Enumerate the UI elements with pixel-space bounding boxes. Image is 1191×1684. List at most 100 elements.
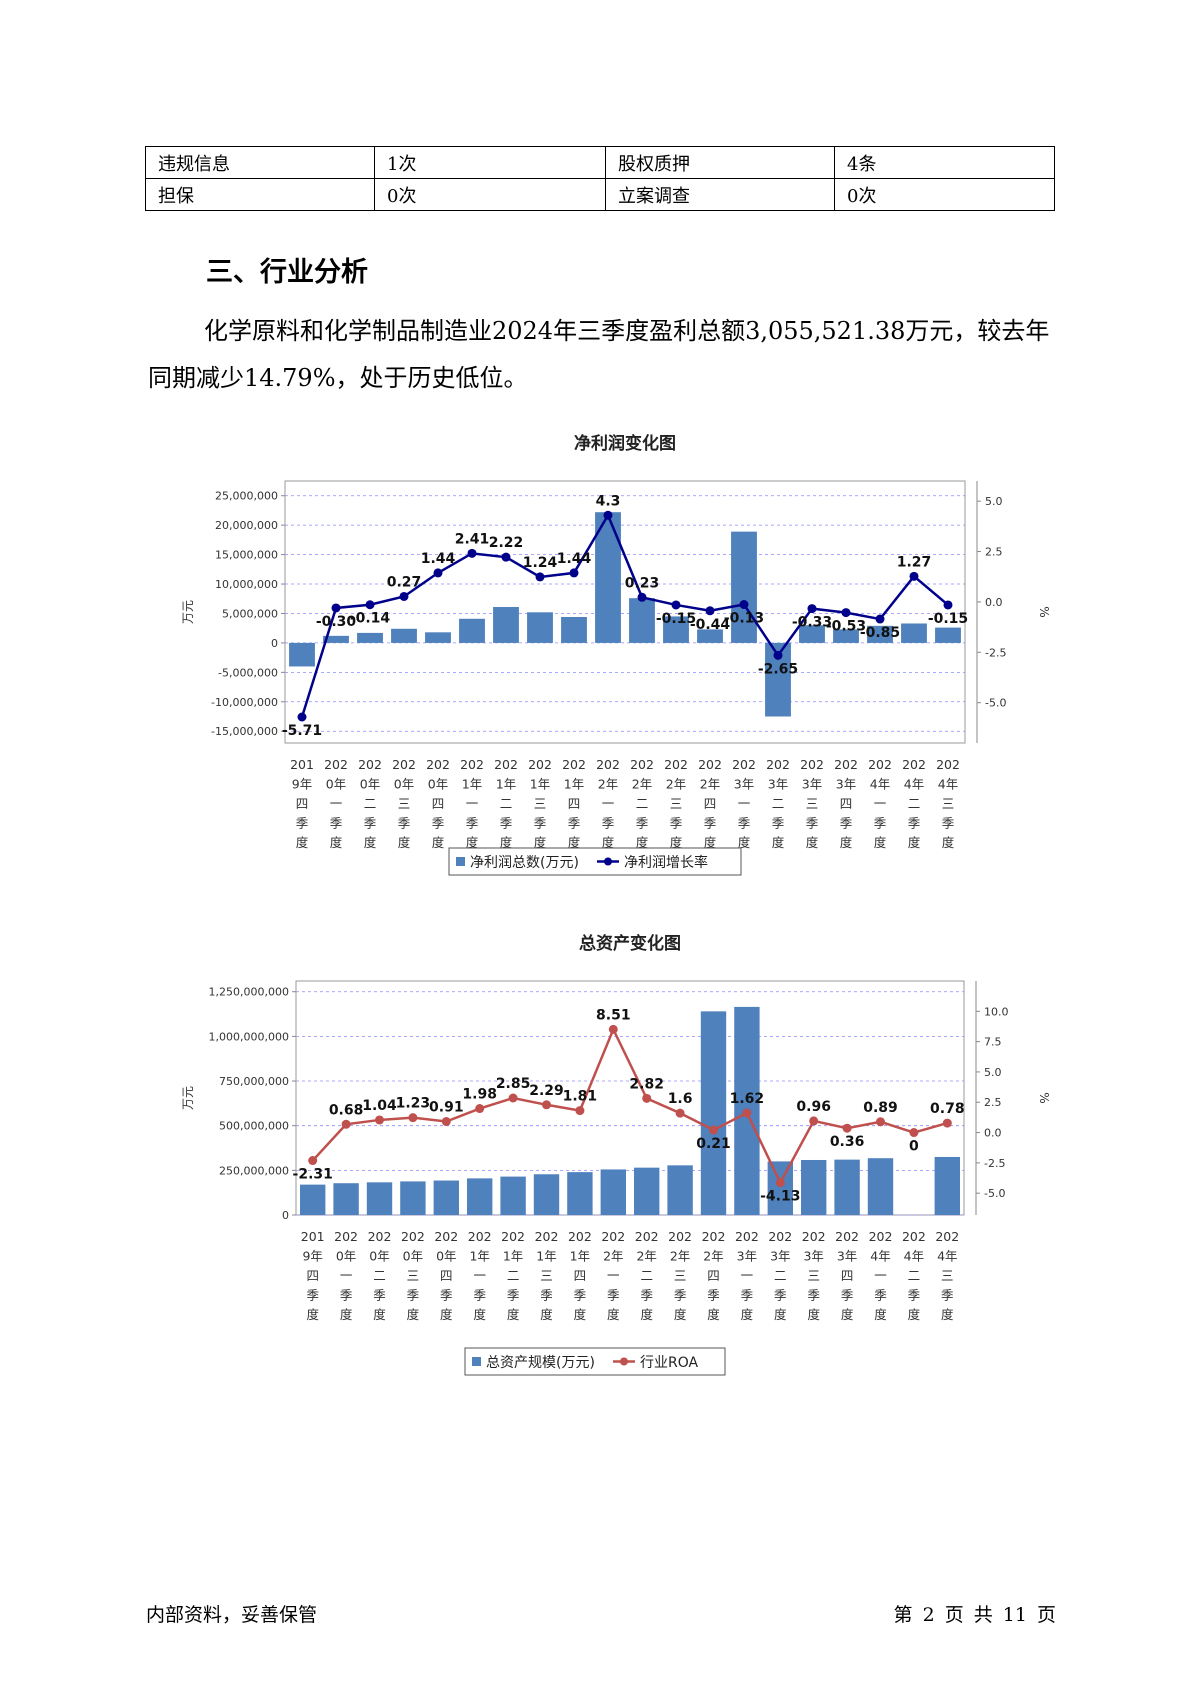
y-tick-label: 10,000,000: [215, 578, 278, 591]
y2-tick-label: 7.5: [984, 1036, 1002, 1049]
table-cell: 股权质押: [605, 146, 835, 179]
bar: [901, 623, 927, 643]
y2-tick-label: 5.0: [984, 1066, 1002, 1079]
line-point: [341, 1119, 351, 1129]
data-label: 2.22: [489, 535, 524, 551]
line-point: [508, 1093, 518, 1103]
line-point: [501, 552, 511, 562]
analysis-text: 化学原料和化学制品制造业2024年三季度盈利总额3,055,521.38万元，较…: [148, 317, 1050, 392]
footer-page-number: 第 2 页 共 11 页: [893, 1604, 1056, 1626]
x-tick-label: 202 0年二季度: [368, 1229, 392, 1322]
bar: [731, 531, 757, 643]
y2-axis-label: %: [1037, 1092, 1051, 1103]
y-tick-label: 500,000,000: [219, 1120, 289, 1133]
line-point: [909, 1128, 919, 1138]
bar: [663, 616, 689, 643]
y2-tick-label: 10.0: [984, 1005, 1009, 1018]
x-tick-label: 202 0年二季度: [358, 757, 382, 850]
line-point: [775, 1178, 785, 1188]
x-tick-label: 202 4年三季度: [936, 757, 960, 850]
data-label: -0.85: [860, 625, 900, 641]
line-point: [739, 600, 749, 610]
x-tick-label: 202 2年三季度: [664, 757, 688, 850]
data-label: 2.41: [455, 531, 490, 547]
data-label: 0.21: [696, 1136, 731, 1152]
x-tick-label: 202 1年三季度: [528, 757, 552, 850]
line-point: [709, 1125, 718, 1135]
y-tick-label: 0: [271, 637, 278, 650]
x-tick-label: 202 0年一季度: [334, 1229, 358, 1322]
x-tick-label: 202 2年一季度: [596, 757, 620, 850]
data-label: 2.82: [629, 1076, 664, 1092]
y2-tick-label: -2.5: [985, 646, 1006, 659]
x-tick-label: 202 2年四季度: [702, 1229, 726, 1322]
line-point: [441, 1117, 451, 1127]
x-tick-label: 202 3年四季度: [834, 757, 858, 850]
plot-area: [284, 480, 966, 744]
line-point: [569, 568, 579, 578]
x-tick-label: 202 1年二季度: [494, 757, 518, 850]
x-tick-label: 202 3年二季度: [766, 757, 790, 850]
bar: [867, 1158, 894, 1215]
x-tick-label: 202 3年三季度: [802, 1229, 826, 1322]
table-cell: 违规信息: [145, 146, 375, 179]
line-series: [311, 1026, 948, 1186]
chart-title: 总资产变化图: [579, 933, 681, 954]
x-tick-label: 202 4年一季度: [868, 757, 892, 850]
table-cell: 立案调查: [605, 178, 835, 211]
y2-tick-label: -5.0: [984, 1187, 1005, 1200]
x-tick-label: 202 2年二季度: [635, 1229, 659, 1322]
data-label: 0: [909, 1139, 919, 1155]
y2-tick-label: 2.5: [985, 546, 1003, 559]
data-label: 1.62: [730, 1091, 765, 1107]
y-axis-label: 万元: [181, 600, 195, 624]
bar: [629, 598, 655, 643]
legend-line-marker: [620, 1357, 628, 1366]
data-label: -0.30: [316, 614, 357, 630]
line-point: [535, 572, 545, 582]
bar: [459, 618, 485, 643]
table-row: 违规信息 1次 股权质押 4条: [145, 146, 1055, 179]
x-tick-label: 202 3年三季度: [800, 757, 824, 850]
legend-bar-swatch: [456, 857, 465, 866]
bar: [767, 1161, 793, 1215]
table-cell: 担保: [145, 178, 375, 211]
line-point: [467, 548, 477, 558]
chart-title: 净利润变化图: [574, 433, 676, 454]
bar: [400, 1181, 426, 1215]
x-tick-label: 202 0年三季度: [392, 757, 416, 850]
table-cell: 0次: [834, 178, 1055, 211]
data-label: -2.65: [758, 661, 798, 677]
data-label: 2.85: [496, 1076, 531, 1092]
data-label: -0.53: [826, 619, 866, 635]
bar: [366, 1182, 393, 1215]
total-assets-chart: 总资产变化图 1,250,000,000 1,000,000,000 750,000,…: [0, 925, 1191, 1395]
bar: [567, 1172, 593, 1215]
legend-line-label: 净利润增长率: [624, 854, 708, 871]
x-tick-label: 202 3年一季度: [735, 1229, 759, 1322]
bar: [533, 1174, 560, 1215]
info-table: 违规信息 1次 股权质押 4条 担保 0次 立案调查 0次: [145, 146, 1055, 211]
x-tick-label: 202 0年一季度: [324, 757, 348, 850]
bar: [493, 606, 519, 643]
line-point: [375, 1115, 384, 1125]
line-point: [773, 650, 783, 660]
data-label: 0.36: [830, 1134, 865, 1150]
data-label: 0.96: [796, 1099, 831, 1115]
line-point: [675, 1108, 685, 1118]
x-tick-label: 202 1年一季度: [460, 757, 484, 850]
line-point: [742, 1108, 752, 1118]
data-label: -5.71: [282, 723, 322, 739]
x-tick-label: 202 2年三季度: [668, 1229, 692, 1322]
bar: [425, 632, 451, 643]
line-point: [909, 571, 919, 581]
table-cell: 0次: [374, 178, 606, 211]
data-label: 0.78: [930, 1101, 965, 1117]
x-tick-label: 202 1年四季度: [568, 1229, 592, 1322]
table-cell: 1次: [374, 146, 606, 179]
bar: [323, 635, 349, 643]
bar: [833, 629, 859, 643]
bar: [600, 1169, 626, 1215]
data-label: 0.68: [329, 1102, 364, 1118]
y2-tick-label: -5.0: [985, 697, 1006, 710]
